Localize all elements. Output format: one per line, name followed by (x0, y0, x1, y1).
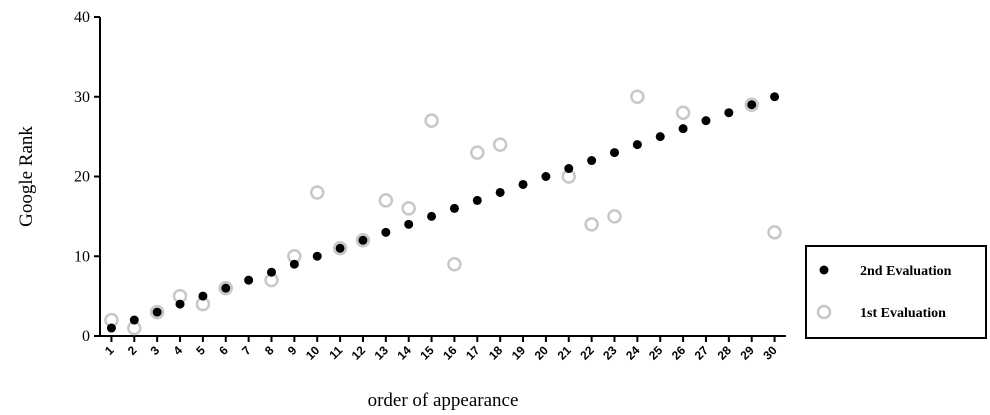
x-axis-label: order of appearance (368, 390, 519, 411)
y-tick-label: 40 (74, 9, 90, 26)
point-2nd-evaluation (701, 116, 711, 126)
y-axis-label: Google Rank (16, 126, 37, 227)
x-ticks: 1 2 3 4 5 6 7 8 9 10 11 12 13 14 15 16 17 18 19 20 21 22 23 24 2… (102, 336, 780, 363)
point-1st-evaluation (378, 193, 394, 208)
point-1st-evaluation (355, 233, 371, 248)
point-2nd-evaluation (427, 211, 437, 221)
point-1st-evaluation (218, 280, 234, 296)
x-tick-label: 26 (669, 343, 689, 363)
x-tick-label: 18 (486, 343, 506, 363)
point-2nd-evaluation (587, 156, 597, 166)
point-2nd-evaluation (518, 179, 528, 189)
point-2nd-evaluation (198, 291, 208, 301)
legend: 2nd Evaluation 1st Evaluation (805, 245, 987, 339)
point-2nd-evaluation (770, 92, 780, 102)
point-1st-evaluation (332, 241, 348, 256)
point-2nd-evaluation (747, 100, 757, 110)
x-tick-label: 1 (102, 343, 117, 358)
point-1st-evaluation (424, 113, 439, 128)
point-2nd-evaluation (449, 203, 459, 213)
y-ticks: 0 10 20 30 40 (74, 9, 100, 345)
point-2nd-evaluation (564, 164, 574, 174)
x-tick-label: 9 (285, 343, 300, 358)
x-tick-label: 12 (349, 343, 369, 363)
point-2nd-evaluation (244, 275, 254, 285)
point-1st-evaluation (309, 185, 325, 200)
point-2nd-evaluation (381, 227, 391, 237)
x-tick-label: 30 (760, 343, 780, 363)
point-2nd-evaluation (404, 219, 414, 229)
point-2nd-evaluation (106, 323, 116, 333)
point-1st-evaluation (675, 105, 691, 120)
x-tick-label: 16 (440, 343, 460, 363)
point-1st-evaluation (584, 217, 599, 232)
x-tick-label: 15 (417, 343, 437, 363)
point-2nd-evaluation (541, 172, 551, 181)
point-2nd-evaluation (312, 251, 322, 261)
x-tick-label: 19 (509, 343, 529, 363)
legend-box (805, 245, 987, 339)
x-tick-label: 8 (262, 343, 277, 358)
x-tick-label: 29 (737, 343, 757, 363)
point-1st-evaluation (630, 89, 645, 104)
point-1st-evaluation (149, 304, 165, 320)
x-tick-label: 27 (692, 343, 712, 363)
point-2nd-evaluation (610, 148, 619, 158)
point-2nd-evaluation (358, 235, 368, 245)
point-2nd-evaluation (335, 243, 345, 253)
x-tick-label: 22 (577, 343, 597, 363)
point-2nd-evaluation (129, 315, 139, 325)
point-1st-evaluation (401, 201, 416, 216)
x-tick-label: 5 (193, 343, 208, 358)
point-2nd-evaluation (175, 299, 185, 309)
y-tick-label: 30 (74, 89, 90, 106)
x-tick-label: 28 (715, 343, 735, 363)
point-2nd-evaluation (632, 140, 642, 150)
point-1st-evaluation (447, 256, 462, 272)
point-2nd-evaluation (495, 187, 505, 197)
point-2nd-evaluation (289, 259, 299, 269)
x-tick-label: 25 (646, 343, 666, 363)
x-tick-label: 2 (125, 343, 140, 358)
y-tick-label: 10 (74, 248, 90, 265)
axes (99, 17, 786, 337)
x-tick-label: 14 (394, 343, 414, 363)
data-points (104, 89, 782, 336)
x-tick-label: 11 (326, 343, 345, 362)
x-tick-label: 4 (171, 343, 186, 358)
x-tick-label: 17 (463, 343, 483, 363)
point-1st-evaluation (470, 145, 485, 160)
y-tick-label: 20 (74, 169, 90, 186)
legend-label: 1st Evaluation (860, 306, 946, 321)
legend-marker-filled-circle (819, 265, 829, 275)
x-tick-label: 7 (239, 343, 254, 358)
x-tick-label: 6 (216, 343, 231, 358)
x-tick-label: 3 (148, 343, 163, 358)
point-1st-evaluation (492, 137, 508, 152)
point-2nd-evaluation (152, 307, 162, 317)
legend-marker-open-circle (816, 304, 832, 320)
point-1st-evaluation (767, 225, 782, 240)
point-1st-evaluation (744, 97, 759, 112)
point-2nd-evaluation (678, 124, 688, 134)
legend-label: 2nd Evaluation (860, 264, 952, 279)
y-tick-label: 0 (82, 328, 90, 345)
x-tick-label: 20 (532, 343, 552, 363)
point-1st-evaluation (607, 209, 622, 224)
point-2nd-evaluation (267, 267, 276, 277)
point-2nd-evaluation (472, 195, 482, 205)
x-tick-label: 24 (623, 343, 643, 363)
point-2nd-evaluation (724, 108, 734, 118)
point-2nd-evaluation (655, 132, 665, 142)
point-2nd-evaluation (221, 283, 231, 293)
x-tick-label: 21 (555, 343, 575, 363)
x-tick-label: 23 (600, 343, 620, 363)
x-tick-label: 13 (372, 343, 392, 363)
x-tick-label: 10 (303, 343, 323, 363)
